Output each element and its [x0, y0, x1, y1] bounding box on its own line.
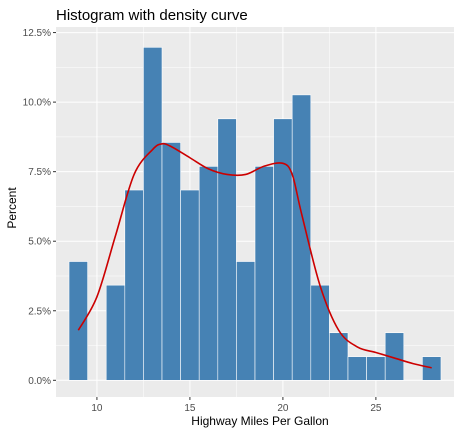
histogram-bar: [124, 189, 144, 381]
density-curve-group: [77, 142, 432, 369]
histogram-bar: [198, 166, 219, 381]
x-axis-title: Highway Miles Per Gallon: [191, 414, 328, 428]
x-tick-label: 10: [91, 403, 103, 414]
histogram-bar: [384, 332, 405, 381]
y-axis-title: Percent: [5, 187, 19, 229]
y-tick-label: 10.0%: [23, 98, 51, 109]
histogram-bar: [422, 356, 442, 381]
histogram-bar: [217, 118, 237, 381]
histogram-bar: [254, 166, 274, 381]
histogram-bar: [366, 356, 386, 381]
histogram-bar: [291, 94, 312, 381]
histogram-bar: [180, 189, 200, 381]
x-tick-label: 15: [184, 403, 196, 414]
histogram-bar: [310, 284, 330, 381]
x-axis: 10 15 20 25: [91, 397, 382, 414]
histogram-bar: [347, 356, 367, 381]
histogram-bar: [68, 261, 88, 381]
chart-title: Histogram with density curve: [56, 7, 248, 24]
density-curve: [77, 142, 432, 369]
y-tick-label: 7.5%: [28, 167, 51, 178]
y-tick-label: 5.0%: [28, 237, 51, 248]
histogram-bars: [68, 47, 442, 381]
y-axis: 0.0% 2.5% 5.0% 7.5% 10.0% 12.5%: [23, 28, 56, 387]
histogram-bar: [161, 142, 181, 381]
histogram-bar: [236, 261, 256, 381]
y-tick-label: 0.0%: [28, 376, 51, 387]
x-tick-label: 20: [277, 403, 289, 414]
histogram-bar: [329, 332, 349, 381]
histogram-bar: [273, 118, 293, 381]
x-tick-label: 25: [370, 403, 382, 414]
y-tick-label: 12.5%: [23, 28, 51, 39]
histogram-bar: [105, 284, 126, 381]
y-tick-label: 2.5%: [28, 306, 51, 317]
histogram-bar: [143, 47, 163, 381]
